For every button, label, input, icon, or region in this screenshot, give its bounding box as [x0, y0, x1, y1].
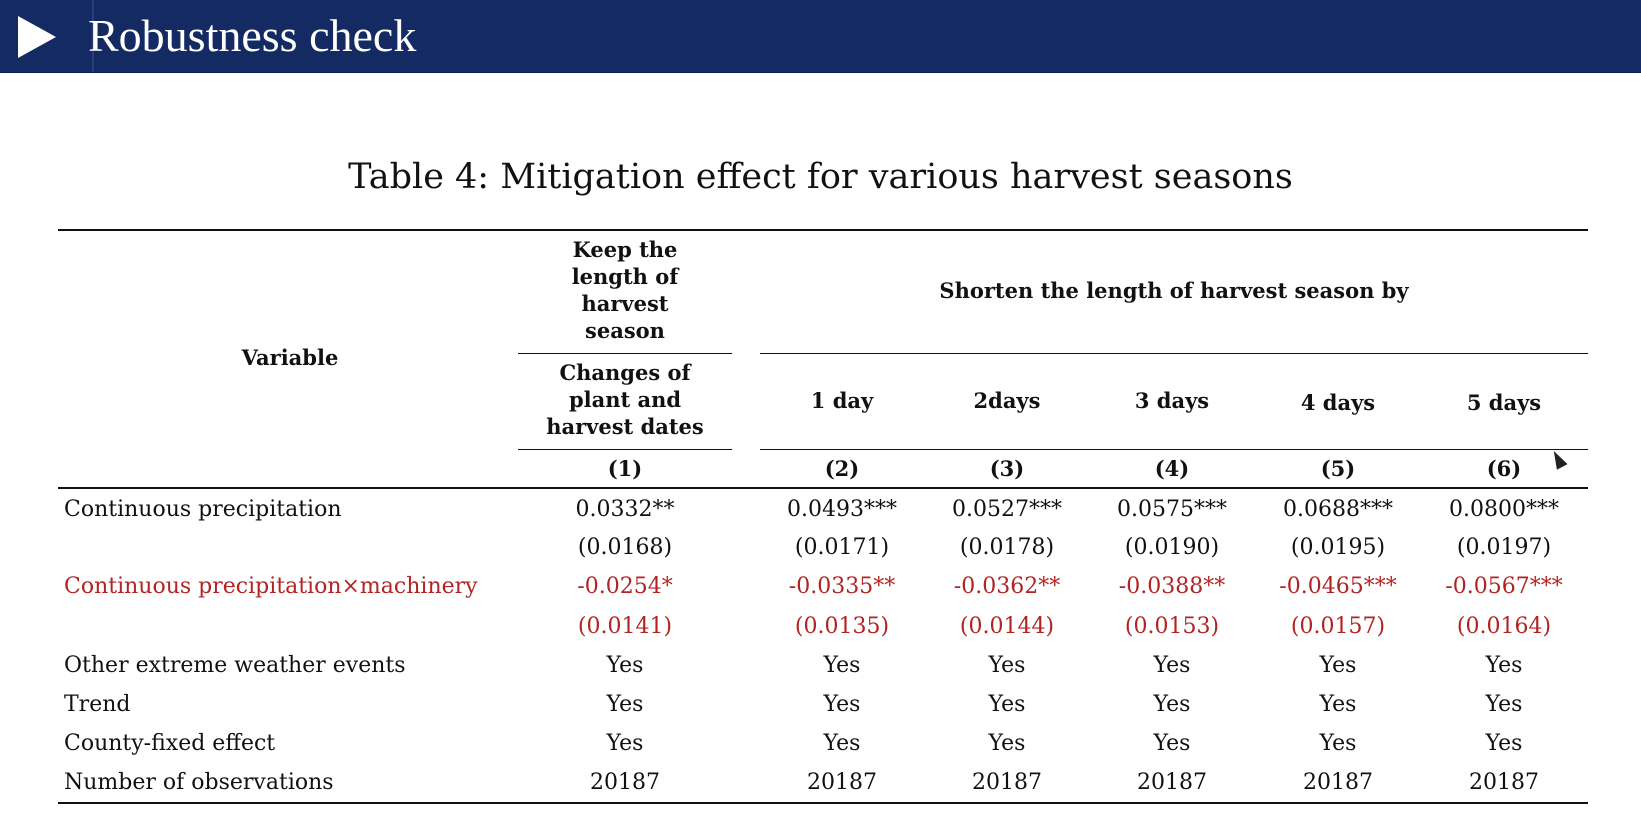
table-cell: Yes	[606, 731, 644, 756]
group-rule-shorten	[760, 353, 1588, 354]
table-cell: -0.0335**	[788, 574, 896, 599]
table-cell: (0.0141)	[577, 614, 673, 639]
col2-sub-header: 1 day	[810, 388, 874, 413]
col3-number: (3)	[989, 456, 1025, 481]
table-cell: Yes	[1485, 731, 1523, 756]
table-cell: -0.0388**	[1118, 574, 1226, 599]
col3-sub-header: 2days	[973, 388, 1041, 413]
table-cell: 0.0800***	[1449, 497, 1559, 522]
table-cell: -0.0567***	[1445, 574, 1563, 599]
table-bottom-rule	[58, 802, 1588, 804]
table-cell: Yes	[1319, 731, 1357, 756]
table-cell: -0.0362**	[953, 574, 1061, 599]
table-cell: Yes	[988, 731, 1026, 756]
row-label: Number of observations	[64, 770, 334, 795]
table-caption: Table 4: Mitigation effect for various h…	[348, 157, 1293, 197]
table-cell: 0.0688***	[1283, 497, 1393, 522]
sub-rule-shorten	[760, 449, 1588, 450]
variable-header: Variable	[241, 345, 339, 370]
table-cell: 20187	[1469, 770, 1539, 795]
col4-number: (4)	[1154, 456, 1190, 481]
table-cell: (0.0195)	[1290, 535, 1386, 560]
row-label: County-fixed effect	[64, 731, 276, 756]
table-cell: Yes	[1153, 653, 1191, 678]
play-icon	[18, 16, 56, 58]
table-cell: Yes	[988, 692, 1026, 717]
row-label: Other extreme weather events	[64, 653, 406, 678]
table-cell: (0.0144)	[959, 614, 1055, 639]
table-cell: 0.0332**	[575, 497, 675, 522]
col5-sub-header: 4 days	[1300, 390, 1376, 415]
table-cell: Yes	[988, 653, 1026, 678]
table-cell: Yes	[1319, 692, 1357, 717]
table-cell: Yes	[606, 692, 644, 717]
table-cell: Yes	[1485, 692, 1523, 717]
table-cell: 0.0527***	[952, 497, 1062, 522]
table-cell: (0.0178)	[959, 535, 1055, 560]
table-cell: (0.0197)	[1456, 535, 1552, 560]
table-cell: (0.0153)	[1124, 614, 1220, 639]
row-label: Trend	[64, 692, 131, 717]
table-cell: Yes	[1319, 653, 1357, 678]
sub-rule-keep	[518, 449, 732, 450]
table-cell: (0.0171)	[794, 535, 890, 560]
table-cell: (0.0190)	[1124, 535, 1220, 560]
table-cell: 20187	[1137, 770, 1207, 795]
shorten-group-header: Shorten the length of harvest season by	[939, 278, 1409, 303]
col1-sub-header: Changes of plant and harvest dates	[546, 360, 704, 439]
header-divider	[92, 0, 94, 72]
col4-sub-header: 3 days	[1134, 388, 1210, 413]
table-cell: Yes	[1485, 653, 1523, 678]
table-cell: 0.0493***	[787, 497, 897, 522]
table-cell: Yes	[823, 692, 861, 717]
table-cell: 20187	[590, 770, 660, 795]
table-cell: Yes	[606, 653, 644, 678]
table-cell: Yes	[1153, 731, 1191, 756]
slide-title: Robustness check	[88, 10, 417, 61]
col6-sub-header: 5 days	[1466, 390, 1542, 415]
col1-number: (1)	[607, 456, 643, 481]
table-cell: (0.0135)	[794, 614, 890, 639]
table-cell: -0.0254*	[577, 574, 673, 599]
table-cell: -0.0465***	[1279, 574, 1397, 599]
table-cell: Yes	[823, 653, 861, 678]
table-cell: (0.0157)	[1290, 614, 1386, 639]
table-cell: 20187	[807, 770, 877, 795]
table-cell: (0.0168)	[577, 535, 673, 560]
table-cell: 0.0575***	[1117, 497, 1227, 522]
table-cell: 20187	[972, 770, 1042, 795]
keep-group-header: Keep the length of harvest season	[571, 237, 679, 343]
col5-number: (5)	[1320, 456, 1356, 481]
header-bottom-rule	[58, 487, 1588, 489]
group-rule-keep	[518, 353, 732, 354]
table-top-rule	[58, 229, 1588, 231]
table-cell: (0.0164)	[1456, 614, 1552, 639]
row-label: Continuous precipitation×machinery	[64, 574, 478, 599]
col2-number: (2)	[824, 456, 860, 481]
slide-header: Robustness check	[0, 0, 1641, 73]
col6-number: (6)	[1486, 456, 1522, 481]
table-cell: Yes	[1153, 692, 1191, 717]
table-cell: 20187	[1303, 770, 1373, 795]
table-cell: Yes	[823, 731, 861, 756]
row-label: Continuous precipitation	[64, 497, 342, 522]
